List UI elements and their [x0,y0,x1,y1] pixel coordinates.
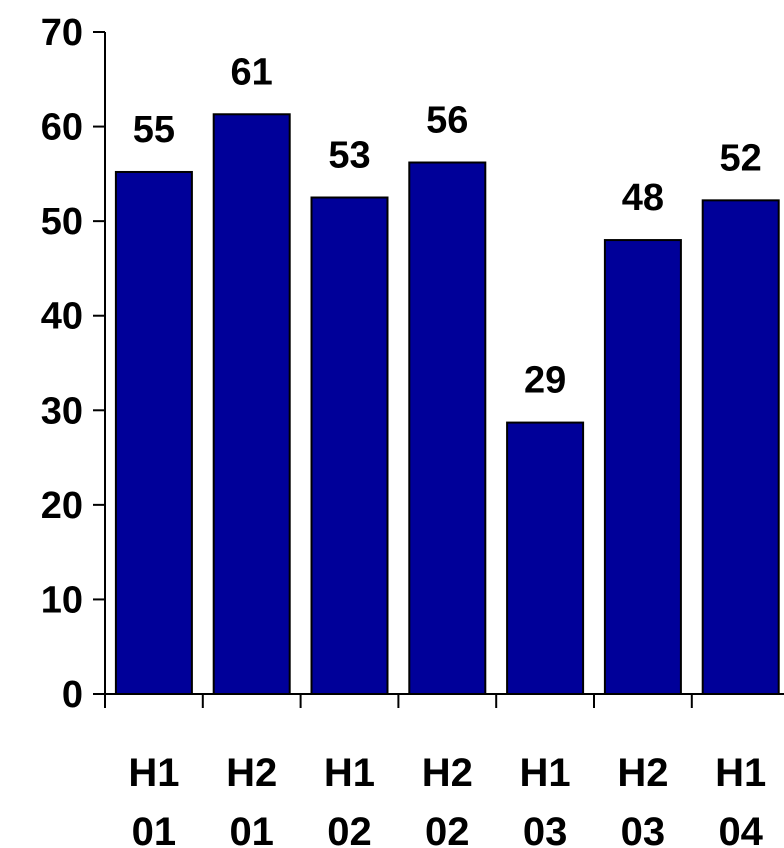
y-tick-label: 60 [41,107,83,149]
bar-value-label: 52 [720,137,762,179]
y-tick-label: 70 [41,12,83,54]
category-label-half: H1 [520,751,571,795]
y-tick-label: 40 [41,296,83,338]
category-label-half: H1 [128,751,179,795]
y-tick-label: 0 [62,674,83,716]
category-label-half: H2 [226,751,277,795]
y-tick-label: 20 [41,485,83,527]
bar [506,421,585,695]
bar-value-label: 55 [133,109,175,151]
category-label-year: 03 [621,810,666,848]
category-label-half: H2 [422,751,473,795]
y-tick-label: 50 [41,201,83,243]
bar [114,170,193,696]
bar [701,199,780,696]
category-label-half: H1 [324,751,375,795]
bar-value-label: 29 [524,360,566,402]
category-label-half: H1 [715,751,766,795]
category-label-year: 01 [229,810,274,848]
bar-value-label: 48 [622,177,664,219]
bar-value-label: 56 [426,100,468,142]
x-ticks-group [104,694,693,708]
category-labels-group: H1 01 H2 01 H1 02 H2 02 H1 03 H2 03 H1 04 [128,751,766,848]
bar-value-label: 61 [231,51,273,93]
bar-value-label: 53 [328,135,370,177]
axes-group [104,32,784,695]
bar [310,196,389,695]
bars-group [114,113,780,696]
y-tick-label: 30 [41,390,83,432]
category-label-year: 01 [132,810,177,848]
y-ticks-group: 0 10 20 30 40 50 60 70 [41,12,105,716]
data-labels-group: 55 61 53 56 29 48 52 [133,51,762,401]
bar [408,161,487,696]
category-label-year: 03 [523,810,568,848]
y-tick-label: 10 [41,579,83,621]
category-label-half: H2 [617,751,668,795]
category-label-year: 02 [425,810,470,848]
category-label-year: 04 [718,810,763,848]
category-label-year: 02 [327,810,372,848]
bar [603,239,682,696]
bar [212,113,291,695]
